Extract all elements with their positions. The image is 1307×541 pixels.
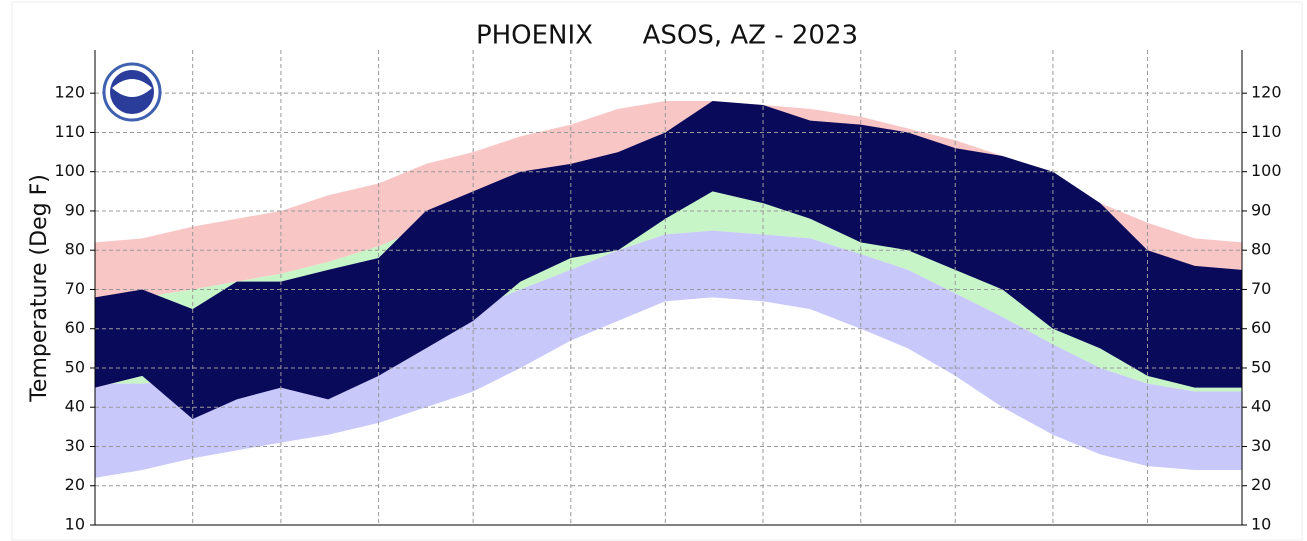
chart-title: PHOENIX ASOS, AZ - 2023 [476,21,858,51]
y2-tick-label: 100 [1251,161,1282,180]
y-tick-label: 30 [65,436,85,455]
y2-tick-label: 80 [1251,240,1271,259]
y-tick-label: 60 [65,318,85,337]
y2-tick-label: 70 [1251,279,1271,298]
climate-band [95,230,1242,478]
y-tick-label: 70 [65,279,85,298]
y-tick-label: 90 [65,200,85,219]
y2-tick-label: 30 [1251,436,1271,455]
y-tick-label: 50 [65,357,85,376]
plot-layer [95,50,1242,526]
y-tick-label: 120 [54,83,85,102]
y-tick-label: 20 [65,475,85,494]
y-axis-label: Temperature (Deg F) [27,174,52,403]
y2-tick-label: 10 [1251,515,1271,534]
y2-tick-label: 120 [1251,83,1282,102]
y-tick-label: 100 [54,161,85,180]
y2-tick-label: 110 [1251,122,1282,141]
y2-tick-label: 50 [1251,357,1271,376]
observed-range [95,101,1242,420]
y2-tick-label: 40 [1251,397,1271,416]
y-tick-label: 110 [54,122,85,141]
y-tick-label: 10 [65,515,85,534]
y2-tick-label: 60 [1251,318,1271,337]
y-tick-label: 40 [65,397,85,416]
y2-tick-label: 90 [1251,200,1271,219]
logo [102,62,162,122]
y2-tick-label: 20 [1251,475,1271,494]
y-tick-label: 80 [65,240,85,259]
